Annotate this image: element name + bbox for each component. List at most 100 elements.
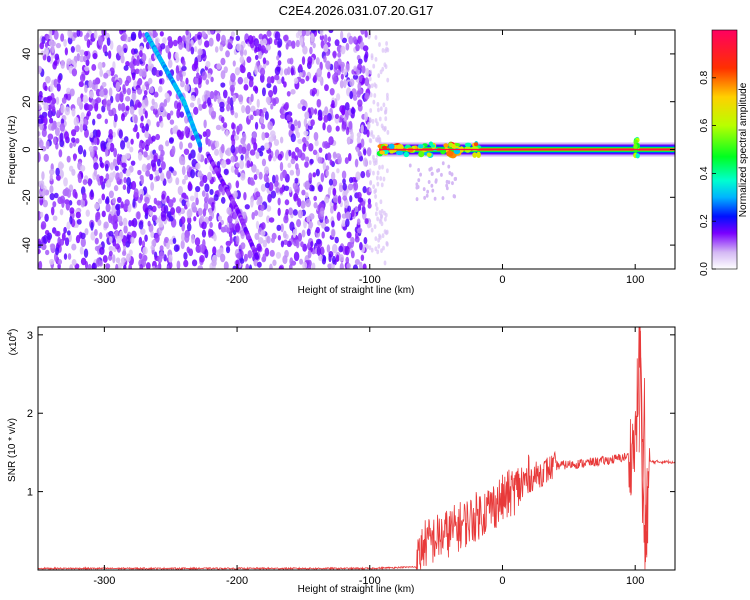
noise-speckle	[88, 79, 93, 89]
noise-speckle	[111, 171, 116, 178]
noise-speckle	[75, 137, 80, 144]
noise-speckle	[286, 91, 291, 97]
noise-speckle	[367, 198, 372, 205]
noise-speckle	[160, 161, 166, 170]
noise-speckle	[115, 172, 121, 182]
noise-speckle	[130, 236, 135, 244]
noise-speckle	[108, 109, 114, 117]
noise-speckle	[179, 155, 185, 166]
noise-speckle	[186, 246, 191, 254]
noise-speckle	[164, 92, 169, 99]
noise-speckle	[190, 134, 196, 141]
noise-speckle	[60, 104, 65, 114]
noise-speckle	[246, 56, 252, 64]
noise-speckle	[80, 198, 86, 208]
noise-speckle	[267, 121, 273, 131]
colorbar-ticks: 0.0 0.2 0.4 0.6 0.8	[699, 70, 716, 276]
noise-speckle	[195, 185, 201, 193]
noise-speckle	[346, 231, 352, 239]
noise-speckle	[116, 235, 122, 244]
noise-speckle	[44, 213, 49, 222]
noise-speckle	[195, 162, 201, 170]
noise-speckle	[364, 92, 370, 100]
noise-speckle	[357, 58, 363, 65]
noise-speckle	[167, 39, 174, 49]
noise-speckle	[374, 35, 378, 40]
y-tick-label: 3	[27, 330, 33, 342]
noise-speckle	[68, 233, 72, 243]
noise-speckle	[240, 65, 246, 74]
noise-speckle	[159, 102, 165, 112]
noise-speckle	[368, 245, 372, 251]
noise-speckle	[254, 232, 260, 241]
noise-speckle	[361, 65, 366, 74]
noise-speckle	[259, 73, 265, 83]
noise-speckle	[320, 221, 327, 229]
noise-speckle	[44, 42, 49, 48]
noise-speckle	[220, 57, 226, 66]
noise-speckle	[166, 211, 172, 218]
noise-speckle	[55, 174, 61, 181]
noise-speckle	[183, 148, 190, 156]
noise-speckle	[236, 252, 242, 259]
noise-speckle	[122, 32, 127, 42]
noise-speckle	[129, 146, 134, 153]
noise-speckle	[169, 119, 175, 125]
noise-speckle	[338, 254, 345, 262]
noise-speckle	[309, 158, 314, 165]
noise-speckle	[156, 121, 160, 128]
noise-speckle	[108, 245, 114, 252]
noise-speckle	[205, 60, 211, 68]
noise-speckle	[158, 78, 163, 85]
noise-speckle	[221, 159, 227, 169]
noise-speckle	[296, 131, 301, 139]
noise-speckle	[268, 217, 275, 223]
noise-speckle	[363, 236, 368, 245]
noise-speckle	[277, 60, 282, 66]
noise-speckle	[181, 192, 187, 200]
noise-speckle	[336, 211, 341, 222]
noise-speckle	[63, 38, 67, 47]
signal-blob	[464, 142, 472, 147]
noise-speckle	[66, 58, 72, 65]
noise-speckle	[126, 141, 131, 149]
noise-speckle	[372, 154, 375, 160]
noise-speckle	[386, 92, 389, 98]
noise-speckle	[210, 110, 217, 120]
noise-speckle	[151, 214, 158, 221]
noise-speckle	[312, 42, 316, 49]
noise-speckle	[246, 143, 251, 152]
noise-speckle	[238, 94, 244, 103]
noise-speckle	[149, 86, 154, 94]
noise-speckle	[352, 74, 359, 80]
noise-speckle	[210, 30, 215, 35]
noise-speckle	[150, 231, 155, 238]
noise-speckle	[318, 147, 323, 153]
noise-speckle	[295, 163, 299, 170]
noise-speckle	[209, 188, 214, 195]
noise-speckle	[235, 162, 240, 168]
noise-speckle	[201, 229, 207, 238]
noise-speckle	[214, 148, 220, 156]
noise-speckle	[251, 164, 257, 173]
noise-speckle	[381, 125, 385, 131]
noise-speckle	[93, 30, 98, 39]
noise-speckle	[372, 184, 376, 190]
noise-speckle	[374, 83, 378, 89]
noise-speckle	[345, 42, 350, 51]
noise-speckle	[203, 119, 207, 129]
noise-speckle	[138, 236, 143, 246]
noise-speckle	[326, 244, 331, 253]
noise-speckle	[50, 206, 55, 216]
noise-speckle	[370, 247, 374, 253]
colorbar-tick-label: 0.8	[699, 70, 710, 84]
noise-speckle	[109, 40, 114, 50]
x-tick-label: -200	[226, 575, 248, 587]
noise-speckle	[64, 106, 71, 116]
noise-speckle	[201, 221, 207, 230]
noise-speckle	[176, 72, 181, 82]
noise-speckle	[83, 118, 88, 125]
noise-speckle	[86, 110, 91, 117]
noise-speckle	[280, 113, 286, 119]
noise-speckle	[353, 181, 359, 191]
